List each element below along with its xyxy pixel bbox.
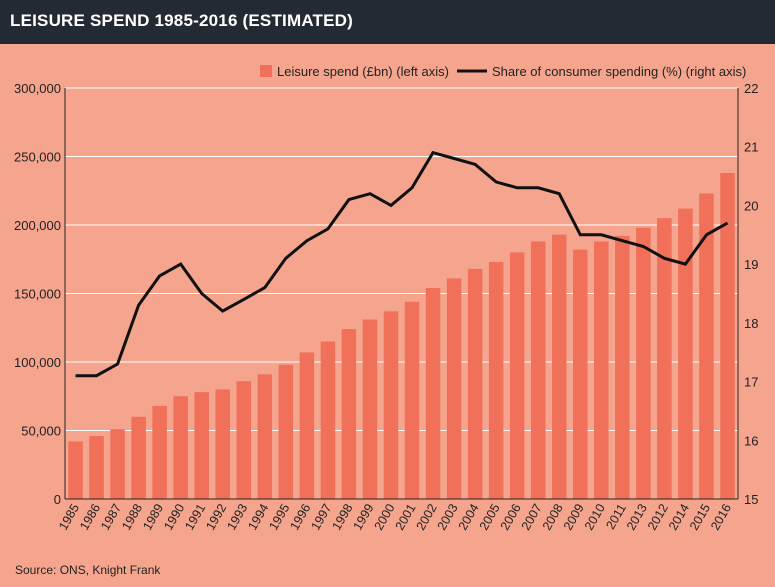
left-axis-tick-label: 100,000: [14, 355, 61, 370]
bar: [404, 301, 420, 499]
x-tick-label: 1992: [203, 501, 229, 532]
bar: [152, 405, 167, 499]
bar: [594, 241, 609, 499]
right-axis-tick-label: 21: [744, 140, 758, 155]
x-tick-label: 1989: [140, 501, 166, 532]
bar: [320, 341, 336, 499]
x-tick-label: 2012: [645, 501, 671, 532]
bar: [699, 193, 714, 500]
x-tick-label: 1991: [182, 501, 208, 532]
bar: [362, 319, 378, 499]
x-tick-label: 1987: [98, 501, 124, 532]
x-tick-label: 2003: [435, 501, 461, 532]
right-axis-tick-label: 20: [744, 198, 758, 213]
x-tick-label: 1998: [329, 501, 355, 532]
bar: [509, 252, 525, 499]
bar: [194, 392, 209, 499]
right-axis-tick-label: 18: [744, 316, 758, 331]
x-tick-label: 1993: [224, 501, 250, 532]
left-axis-tick-label: 0: [54, 492, 61, 507]
x-tick-label: 1990: [161, 501, 187, 532]
legend-label-bar: Leisure spend (£bn) (left axis): [277, 64, 449, 79]
bar: [215, 389, 230, 499]
x-tick-label: 2008: [540, 501, 566, 532]
bar: [636, 227, 651, 500]
bar: [383, 311, 399, 499]
bar: [278, 364, 294, 499]
bar: [68, 441, 83, 499]
right-axis-tick-label: 15: [744, 492, 758, 507]
bar: [131, 416, 146, 499]
bar: [89, 435, 104, 499]
bar: [488, 261, 504, 499]
right-axis-tick-label: 17: [744, 375, 758, 390]
bar: [341, 329, 357, 499]
bar: [678, 208, 693, 499]
bar: [446, 278, 462, 499]
legend-label-line: Share of consumer spending (%) (right ax…: [492, 64, 746, 79]
bar: [425, 288, 441, 499]
x-tick-label: 2006: [498, 501, 524, 532]
x-tick-label: 1994: [245, 501, 271, 532]
left-axis-tick-label: 50,000: [21, 424, 61, 439]
bar: [467, 268, 483, 499]
bar: [573, 249, 588, 499]
legend-swatch-bar: [260, 65, 272, 77]
left-axis-tick-label: 150,000: [14, 287, 61, 302]
right-axis-tick-label: 19: [744, 257, 758, 272]
x-tick-label: 2002: [414, 501, 440, 532]
x-tick-label: 1995: [266, 501, 292, 532]
x-tick-label: 2013: [624, 501, 650, 532]
x-tick-label: 2007: [519, 501, 545, 532]
x-tick-label: 1996: [287, 501, 313, 532]
series-line-share: [75, 150, 729, 378]
bar: [173, 396, 188, 499]
bar: [657, 218, 672, 499]
x-tick-label: 2001: [393, 501, 419, 532]
x-tick-label: 2005: [477, 501, 503, 532]
x-tick-label: 2009: [561, 501, 587, 532]
chart-title: LEISURE SPEND 1985-2016 (ESTIMATED): [10, 11, 353, 30]
x-tick-label: 2004: [456, 501, 482, 532]
x-tick-label: 1988: [119, 501, 145, 532]
x-tick-label: 2010: [582, 501, 608, 532]
x-tick-label: 1986: [77, 501, 103, 532]
bar: [236, 381, 252, 499]
left-axis-tick-label: 250,000: [14, 150, 61, 165]
x-tick-label: 1997: [308, 501, 334, 532]
right-axis-tick-label: 22: [744, 81, 758, 96]
left-axis-tick-label: 200,000: [14, 218, 61, 233]
bar: [615, 235, 630, 499]
x-tick-label: 2000: [372, 501, 398, 532]
left-axis-tick-label: 300,000: [14, 81, 61, 96]
x-tick-label: 1999: [351, 501, 377, 532]
bar: [257, 374, 273, 499]
bar: [720, 172, 735, 499]
bar: [299, 352, 315, 499]
source-note: Source: ONS, Knight Frank: [15, 563, 161, 577]
bar: [551, 234, 567, 499]
x-tick-label: 2014: [666, 501, 692, 532]
bar: [110, 429, 125, 499]
title-bar: LEISURE SPEND 1985-2016 (ESTIMATED): [0, 0, 775, 44]
right-axis-tick-label: 16: [744, 433, 758, 448]
x-tick-label: 2016: [708, 501, 734, 532]
x-tick-label: 2015: [687, 501, 713, 532]
bar: [530, 241, 546, 499]
